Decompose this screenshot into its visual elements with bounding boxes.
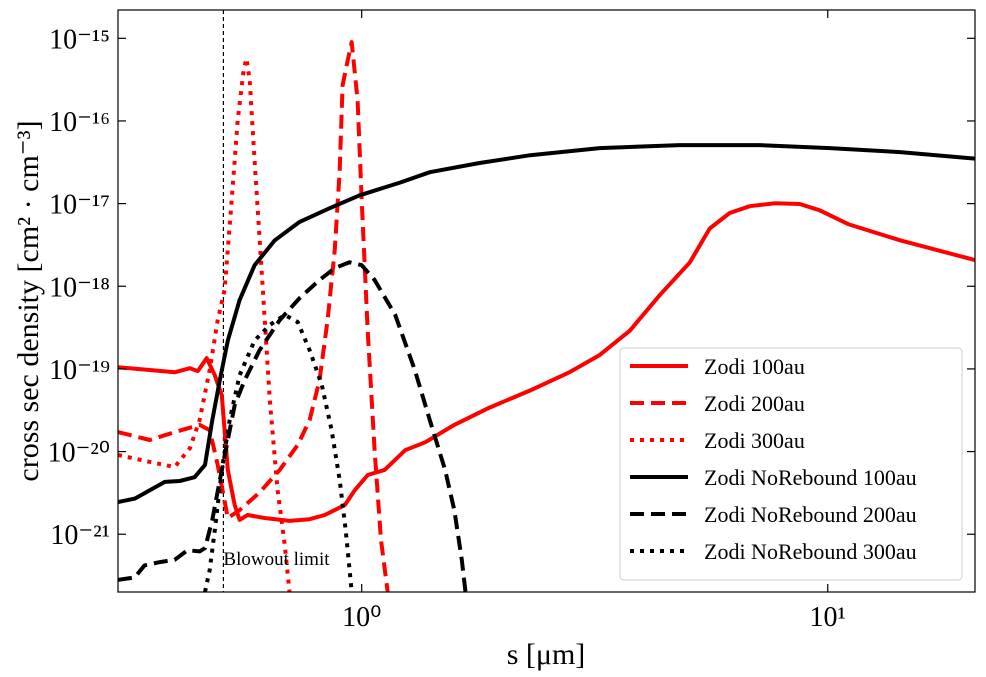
y-tick-label: 10⁻¹⁵ — [49, 24, 110, 55]
x-tick-label: 10⁰ — [342, 602, 381, 633]
legend-label: Zodi NoRebound 300au — [704, 539, 917, 564]
series-line — [118, 56, 292, 592]
y-tick-label: 10⁻¹⁷ — [49, 190, 110, 221]
y-tick-label: 10⁻¹⁶ — [49, 107, 110, 138]
series-line — [118, 260, 468, 592]
axes-frame — [117, 9, 976, 593]
annotation-text: Blowout limit — [223, 549, 330, 570]
y-tick-label: 10⁻¹⁸ — [49, 272, 110, 303]
x-axis-label: s [μm] — [507, 638, 586, 671]
y-tick-label: 10⁻¹⁹ — [49, 355, 110, 386]
legend-box — [619, 347, 963, 581]
legend-label: Zodi 100au — [704, 354, 805, 379]
legend-label: Zodi 300au — [704, 428, 805, 453]
legend-label: Zodi NoRebound 200au — [704, 502, 917, 527]
series-line — [118, 143, 975, 505]
plot-area — [118, 10, 975, 592]
legend-label: Zodi NoRebound 100au — [704, 465, 917, 490]
y-tick-label: 10⁻²⁰ — [48, 438, 110, 469]
x-tick-label: 10¹ — [810, 602, 846, 633]
y-tick-label: 10⁻²¹ — [50, 520, 110, 551]
y-axis-label: cross sec density [cm² · cm⁻³] — [12, 120, 45, 481]
series-line — [203, 312, 354, 592]
legend-label: Zodi 200au — [704, 391, 805, 416]
